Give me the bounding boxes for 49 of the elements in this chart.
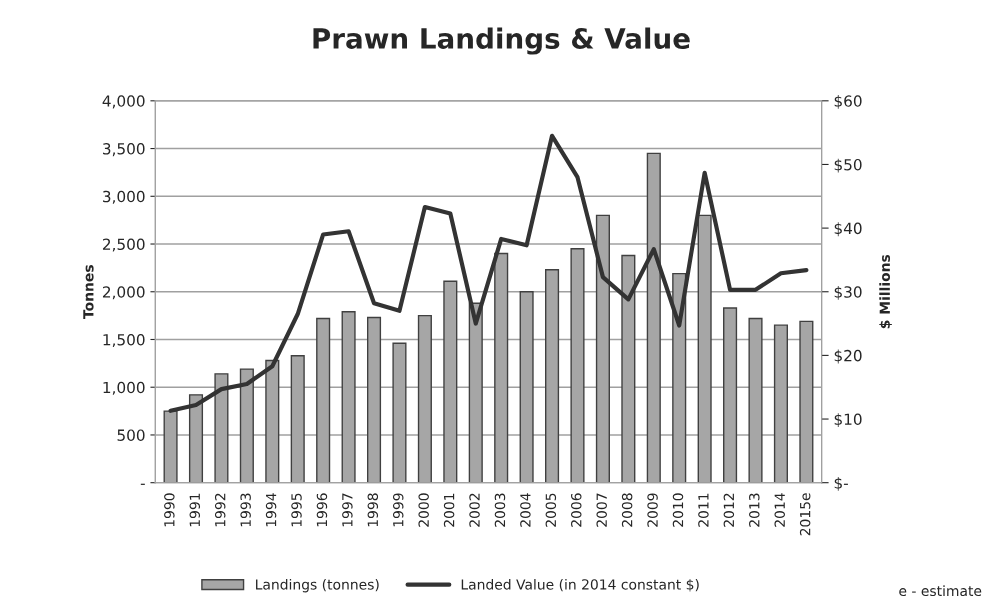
- x-tick-label: 2000: [418, 493, 429, 527]
- x-tick-label: 2001: [443, 493, 455, 527]
- x-tick-label: 2003: [494, 493, 506, 527]
- x-tick-label: 1990: [164, 493, 175, 527]
- y-tick-label: 4,000: [102, 95, 145, 109]
- x-tick-label: 2014: [774, 493, 785, 527]
- line-series: [168, 133, 809, 413]
- y-tick-label: 500: [117, 429, 145, 441]
- x-tick-label: 1993: [240, 493, 251, 527]
- x-tick-label: 2015e: [799, 493, 811, 536]
- y2-tick-label: $-: [834, 476, 848, 491]
- y-tick-label: -: [140, 483, 145, 485]
- legend-label: Landed Value (in 2014 constant $): [461, 578, 699, 592]
- y2-tick-label: $20: [834, 349, 862, 364]
- x-tick-label: 2013: [749, 493, 760, 527]
- x-tick-label: 2008: [621, 493, 633, 527]
- y2-tick-label: $30: [834, 285, 862, 300]
- y-tick-label: 2,000: [102, 286, 145, 300]
- y-tick-label: 3,500: [103, 143, 145, 157]
- x-tick-label: 1997: [342, 493, 353, 527]
- y2-tick-label: $40: [834, 222, 862, 237]
- y-tick-label: 1,500: [103, 333, 145, 348]
- y2-tick-label: $60: [834, 95, 862, 109]
- legend-label: Landings (tonnes): [256, 578, 379, 593]
- text: e - estimate: [899, 585, 982, 597]
- x-tick-label: 1998: [367, 493, 379, 527]
- x-tick-label: 2010: [672, 493, 684, 527]
- y-axis-title: Tonnes: [83, 265, 94, 319]
- x-tick-label: 2005: [545, 493, 557, 527]
- x-tick-label: 2002: [469, 493, 480, 527]
- x-tick-label: 1999: [392, 493, 404, 527]
- x-tick-label: 1994: [265, 493, 277, 527]
- chart-title: Prawn Landings & Value: [313, 27, 690, 55]
- x-tick-label: 1991: [189, 493, 201, 527]
- y-tick-label: 2,500: [102, 238, 145, 252]
- x-tick-label: 1996: [316, 493, 328, 527]
- y-tick-label: 3,000: [103, 190, 145, 204]
- y2-tick-label: $50: [834, 158, 862, 173]
- x-tick-label: 1992: [214, 493, 226, 527]
- y2-axis-title: $ Millions: [879, 254, 892, 329]
- x-tick-label: 1995: [291, 493, 302, 527]
- y2-tick-label: $10: [834, 413, 862, 428]
- x-tick-label: 2007: [596, 493, 607, 527]
- x-tick-label: 2012: [723, 493, 735, 527]
- y-tick-label: 1,000: [103, 381, 145, 395]
- x-tick-label: 2006: [571, 493, 582, 527]
- x-tick-label: 2011: [698, 493, 709, 527]
- x-tick-label: 2009: [647, 493, 658, 527]
- x-tick-label: 2004: [520, 493, 531, 527]
